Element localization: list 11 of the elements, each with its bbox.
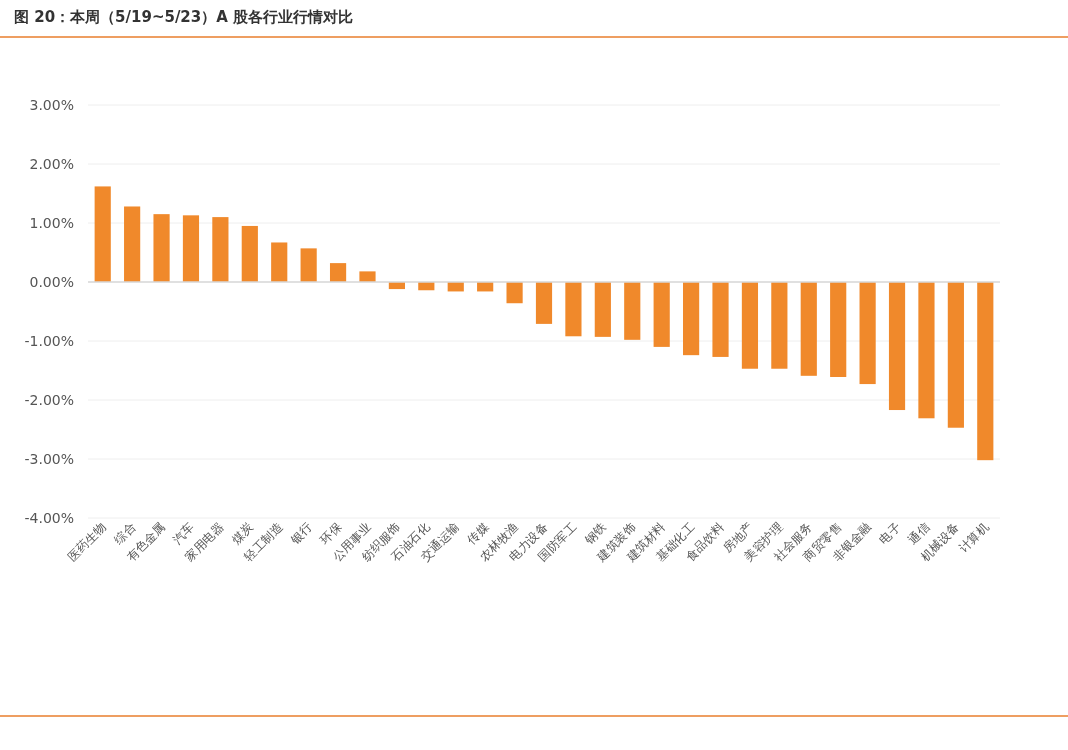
y-tick-label: 1.00% <box>29 215 74 231</box>
y-tick-label: -1.00% <box>24 333 74 349</box>
y-tick-label: 3.00% <box>29 97 74 113</box>
y-tick-label: -4.00% <box>24 510 74 526</box>
y-tick-label: -3.00% <box>24 451 74 467</box>
chart-title: 图 20：本周（5/19~5/23）A 股各行业行情对比 <box>14 8 354 26</box>
y-tick-label: -2.00% <box>24 392 74 408</box>
x-tick-label: 电子 <box>876 520 904 548</box>
x-tick-label: 银行 <box>287 520 315 548</box>
y-tick-label: 2.00% <box>29 156 74 172</box>
y-tick-label: 0.00% <box>29 274 74 290</box>
